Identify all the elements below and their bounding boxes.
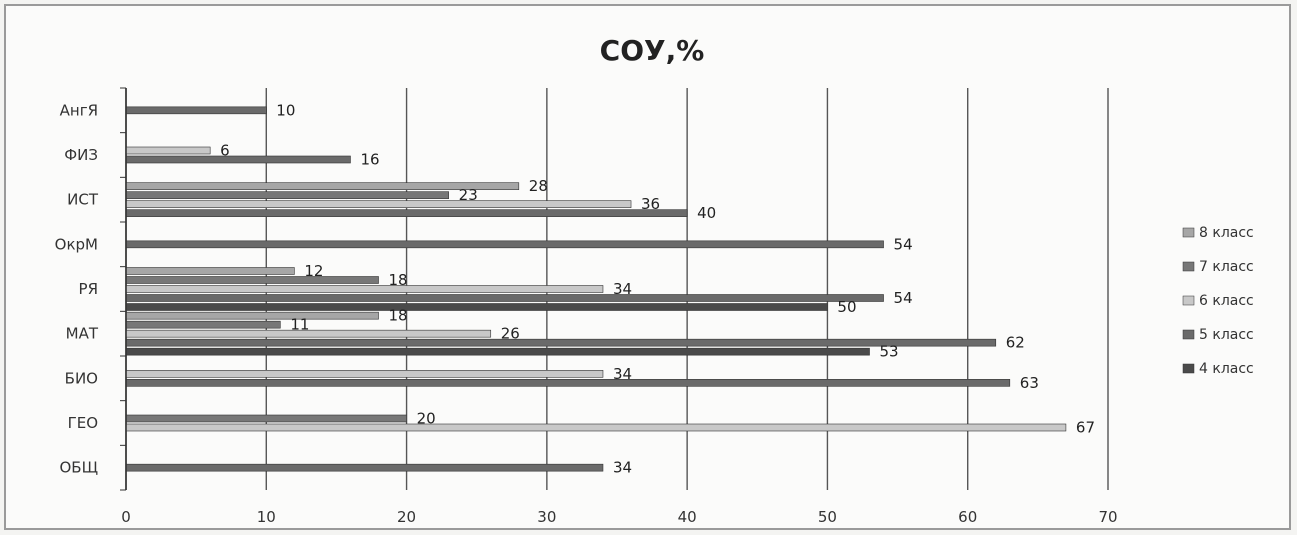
data-label: 34 <box>613 280 632 298</box>
bar <box>125 240 884 249</box>
chart-title: СОУ,% <box>600 34 705 67</box>
data-label: 11 <box>290 316 309 334</box>
category-label: МАТ <box>66 325 99 343</box>
legend-swatch <box>1182 227 1195 238</box>
chart-frame <box>4 4 1291 530</box>
category-label: БИО <box>65 369 98 387</box>
data-label: 16 <box>360 151 379 169</box>
bar <box>125 155 351 164</box>
x-tick-label: 20 <box>397 508 416 526</box>
data-label: 50 <box>837 298 856 316</box>
data-label: 62 <box>1006 334 1025 352</box>
bar <box>125 414 407 423</box>
bar <box>125 463 604 472</box>
bar <box>125 320 281 329</box>
data-labels: 34 67 20 63 34 53 62 26 11 18 50 54 34 18 12 54 40 36 23 28… <box>220 101 1095 476</box>
data-label: 54 <box>894 235 913 253</box>
data-label: 26 <box>501 325 520 343</box>
data-label: 54 <box>894 289 913 307</box>
x-tick-label: 70 <box>1098 508 1117 526</box>
category-label: ОкрМ <box>55 235 98 253</box>
bar <box>125 285 604 293</box>
x-tick-label: 0 <box>121 508 131 526</box>
data-label: 36 <box>641 195 660 213</box>
data-label: 12 <box>304 262 323 280</box>
bar <box>125 276 379 284</box>
category-label: ГЕО <box>68 414 98 432</box>
bar <box>125 200 632 208</box>
category-label: АнгЯ <box>60 101 98 119</box>
bar <box>125 379 1011 387</box>
legend-label: 8 класс <box>1199 225 1254 241</box>
axes: 0 10 20 30 40 50 60 70 ОБЩ ГЕО БИО МАТ РЯ ОкрМ ИСТ ФИЗ А… <box>55 87 1118 526</box>
x-tick-label: 50 <box>818 508 837 526</box>
legend-label: 5 класс <box>1199 327 1254 343</box>
x-tick-label: 40 <box>678 508 697 526</box>
bar <box>125 146 211 155</box>
bar <box>125 370 604 378</box>
data-label: 53 <box>880 343 899 361</box>
data-label: 18 <box>389 307 408 325</box>
legend-swatch <box>1182 295 1195 306</box>
x-tick-label: 30 <box>537 508 556 526</box>
data-label: 63 <box>1020 374 1039 392</box>
legend-label: 6 класс <box>1199 293 1254 309</box>
data-label: 20 <box>417 410 436 428</box>
legend-swatch <box>1182 363 1195 374</box>
data-label: 6 <box>220 142 230 160</box>
legend-label: 4 класс <box>1199 361 1254 377</box>
category-label: РЯ <box>79 280 98 298</box>
data-label: 67 <box>1076 419 1095 437</box>
data-label: 23 <box>459 186 478 204</box>
category-label: ОБЩ <box>59 459 98 477</box>
category-label: ФИЗ <box>64 146 98 164</box>
data-label: 10 <box>276 101 295 119</box>
legend-swatch <box>1182 329 1195 340</box>
bar <box>125 209 688 217</box>
category-label: ИСТ <box>67 191 99 209</box>
data-label: 28 <box>529 177 548 195</box>
data-label: 40 <box>697 204 716 222</box>
bar <box>125 294 884 302</box>
data-label: 18 <box>389 271 408 289</box>
bar <box>125 106 267 115</box>
x-tick-label: 10 <box>257 508 276 526</box>
x-tick-label: 60 <box>958 508 977 526</box>
bar <box>125 267 295 275</box>
legend-label: 7 класс <box>1199 259 1254 275</box>
data-label: 34 <box>613 459 632 477</box>
bar <box>125 347 870 356</box>
legend-swatch <box>1182 261 1195 272</box>
legend: 8 класс 7 класс 6 класс 5 класс 4 класс <box>1182 225 1254 377</box>
bar <box>125 311 379 320</box>
bar <box>125 191 449 199</box>
bars <box>125 106 1067 472</box>
bar <box>125 423 1067 432</box>
bar <box>125 303 828 311</box>
data-label: 34 <box>613 365 632 383</box>
bar <box>125 338 997 347</box>
